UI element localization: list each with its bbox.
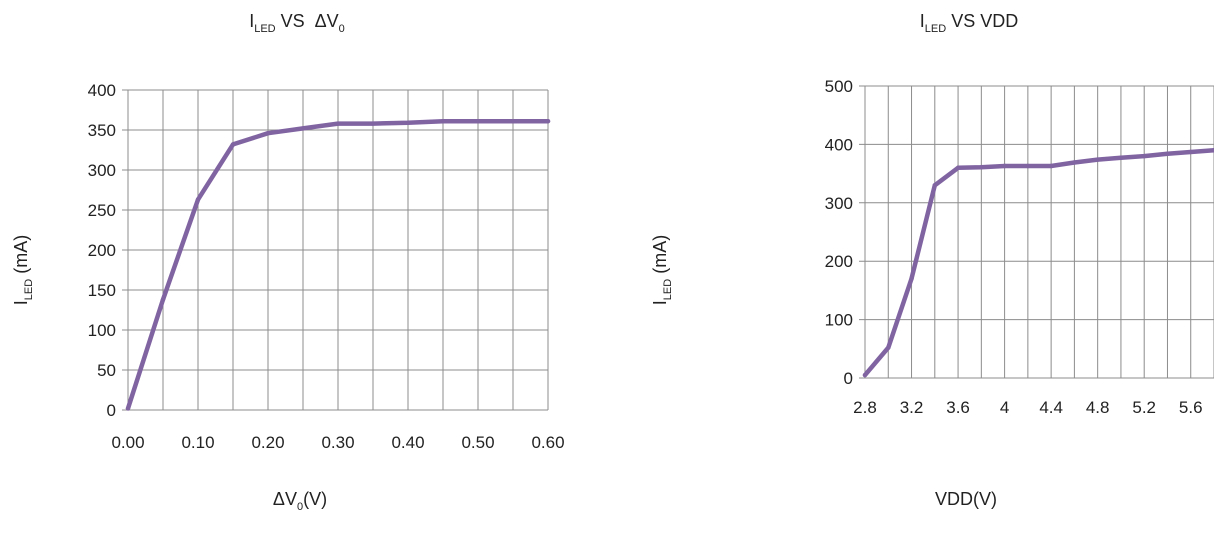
gridlines xyxy=(859,85,1214,379)
data-point xyxy=(475,119,481,124)
y-tick-label: 250 xyxy=(88,201,116,220)
x-tick-label: 4.4 xyxy=(1039,398,1063,417)
x-tick-label: 0.20 xyxy=(251,433,284,452)
data-point xyxy=(440,119,446,124)
data-point xyxy=(230,142,236,147)
data-point xyxy=(405,120,411,126)
data-point xyxy=(1188,149,1193,155)
chart-title: ILED VS ΔV0 xyxy=(249,11,345,35)
x-tick-label: 0.50 xyxy=(461,433,494,452)
series-line xyxy=(862,147,1214,378)
y-tick-label: 200 xyxy=(825,252,853,271)
y-tick-label: 500 xyxy=(825,77,853,96)
x-tick-label: 0.40 xyxy=(391,433,424,452)
x-axis-label: VDD(V) xyxy=(935,489,997,509)
data-point xyxy=(1118,155,1124,161)
data-point xyxy=(1211,148,1214,153)
chart-title: ILED VS VDD xyxy=(920,11,1018,35)
data-point xyxy=(909,276,914,281)
data-point xyxy=(1072,160,1077,165)
x-tick-label: 4 xyxy=(1000,398,1009,417)
y-tick-label: 350 xyxy=(88,121,116,140)
y-tick-label: 100 xyxy=(825,311,853,330)
x-tick-label: 2.8 xyxy=(853,398,877,417)
data-point xyxy=(955,165,961,170)
data-point xyxy=(1025,163,1031,169)
data-point xyxy=(862,372,868,378)
x-tick-label: 4.8 xyxy=(1086,398,1110,417)
chart-iled-vs-vdd: ILED VS VDD ILED (mA) VDD(V) 0 100 200 300 4… xyxy=(620,0,1214,535)
data-point xyxy=(370,121,376,126)
y-tick-label: 100 xyxy=(88,321,116,340)
x-tick-label: 0.00 xyxy=(111,433,144,452)
y-tick-label: 0 xyxy=(107,401,116,420)
x-tick-label: 5.2 xyxy=(1132,398,1156,417)
y-tick-label: 50 xyxy=(97,361,116,380)
chart-iled-vs-vdd-svg: ILED VS VDD ILED (mA) VDD(V) 0 100 200 300 4… xyxy=(650,11,1214,509)
y-tick-label: 150 xyxy=(88,281,116,300)
data-point xyxy=(1165,151,1170,156)
data-point xyxy=(265,131,271,136)
data-point xyxy=(125,406,131,411)
y-tick-label: 0 xyxy=(844,369,853,388)
x-tick-label: 0.30 xyxy=(321,433,354,452)
gridlines xyxy=(122,89,549,411)
data-point xyxy=(300,126,306,131)
x-tick-label: 3.6 xyxy=(946,398,970,417)
x-tick-label: 3.2 xyxy=(900,398,924,417)
data-point xyxy=(160,297,166,302)
y-tick-label: 300 xyxy=(88,161,116,180)
data-point xyxy=(932,183,937,188)
data-point xyxy=(1002,163,1007,169)
y-axis-label: ILED (mA) xyxy=(11,235,35,305)
data-point xyxy=(979,164,984,170)
x-tick-label: 0.60 xyxy=(531,433,564,452)
data-point xyxy=(886,345,891,350)
y-tick-label: 300 xyxy=(825,194,853,213)
y-tick-label: 400 xyxy=(88,81,116,100)
x-tick-label: 5.6 xyxy=(1179,398,1203,417)
data-point xyxy=(510,119,516,124)
y-tick-label: 400 xyxy=(825,135,853,154)
data-point xyxy=(1048,163,1054,169)
chart-iled-vs-dv0-svg: ILED VS ΔV0 ILED (mA) ΔV0(V) 0 50 100 150 20… xyxy=(11,11,565,513)
y-tick-label: 200 xyxy=(88,241,116,260)
data-point xyxy=(195,197,201,202)
data-point xyxy=(1142,153,1147,159)
chart-iled-vs-dv0: ILED VS ΔV0 ILED (mA) ΔV0(V) 0 50 100 150 20… xyxy=(11,11,565,513)
x-axis-label: ΔV0(V) xyxy=(273,489,327,513)
data-point xyxy=(1095,157,1100,162)
y-axis-label: ILED (mA) xyxy=(650,235,674,305)
data-point xyxy=(545,119,551,124)
data-point xyxy=(335,121,341,126)
x-tick-label: 0.10 xyxy=(181,433,214,452)
